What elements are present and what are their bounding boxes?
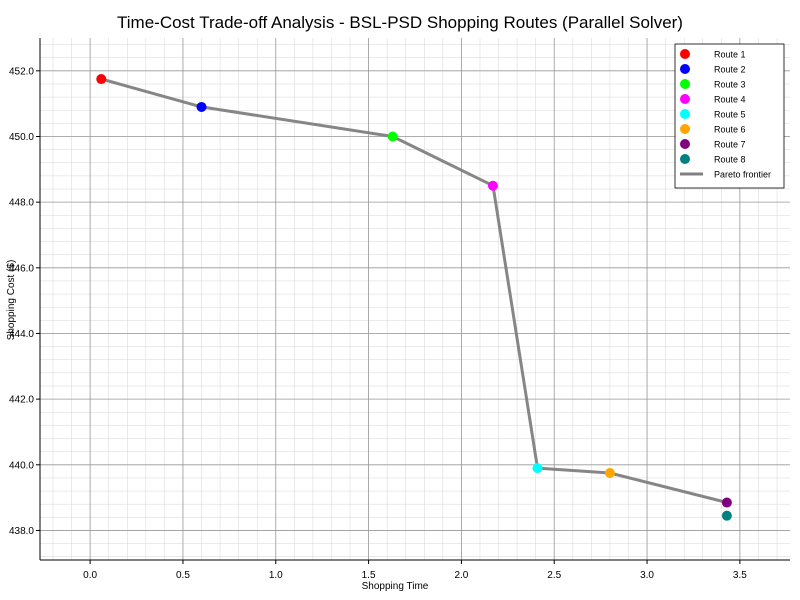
pareto-frontier-layer xyxy=(100,77,728,504)
axes xyxy=(39,38,790,561)
y-tick-label: 450.0 xyxy=(9,132,34,143)
route-point-1 xyxy=(96,74,107,85)
x-tick-label: 3.0 xyxy=(640,570,654,581)
x-tick-label: 1.0 xyxy=(269,570,283,581)
x-tick-label: 0.5 xyxy=(176,570,190,581)
legend-label-route-1: Route 1 xyxy=(714,50,746,60)
x-tick-label: 3.5 xyxy=(733,570,747,581)
legend-marker-route-4 xyxy=(680,94,690,104)
y-axis-label: Shopping Cost ($) xyxy=(6,260,17,341)
y-tick-label: 446.0 xyxy=(9,263,34,274)
x-tick-label: 0.0 xyxy=(83,570,97,581)
legend-marker-route-1 xyxy=(680,49,690,59)
x-axis-label: Shopping Time xyxy=(362,581,429,592)
legend-marker-route-8 xyxy=(680,154,690,164)
legend-marker-route-7 xyxy=(680,139,690,149)
route-point-2 xyxy=(196,101,207,112)
route-point-4 xyxy=(487,180,498,191)
legend-label-route-7: Route 7 xyxy=(714,140,746,150)
legend-label-route-3: Route 3 xyxy=(714,80,746,90)
y-tick-label: 448.0 xyxy=(9,198,34,209)
route-point-3 xyxy=(387,131,398,142)
y-tick-label: 438.0 xyxy=(9,526,34,537)
legend-label-route-4: Route 4 xyxy=(714,95,746,105)
route-point-6 xyxy=(604,468,615,478)
y-tick-label: 440.0 xyxy=(9,460,34,471)
legend-marker-route-5 xyxy=(680,109,690,119)
legend-label-route-5: Route 5 xyxy=(714,110,746,120)
legend-marker-route-2 xyxy=(680,64,690,74)
y-tick-label: 444.0 xyxy=(9,329,34,340)
route-point-8 xyxy=(721,510,732,521)
legend-box xyxy=(674,43,785,189)
y-tick-label: 442.0 xyxy=(9,395,34,406)
x-tick-label: 2.0 xyxy=(454,570,468,581)
pareto-frontier-line xyxy=(100,77,728,504)
x-tick-label: 1.5 xyxy=(362,570,376,581)
legend-label-route-6: Route 6 xyxy=(714,125,746,135)
legend-marker-route-3 xyxy=(680,79,690,89)
x-tick-label: 2.5 xyxy=(547,570,561,581)
route-point-5 xyxy=(532,463,543,474)
major-grid xyxy=(40,38,790,560)
legend-label-pareto-frontier: Pareto frontier xyxy=(714,170,771,180)
x-ticks: 0.0 0.5 1.0 1.5 2.0 2.5 3.0 3.5 xyxy=(83,560,747,581)
legend-label-route-2: Route 2 xyxy=(714,65,746,75)
chart-title: Time-Cost Trade-off Analysis - BSL-PSD S… xyxy=(117,13,683,32)
y-ticks: 438.0 440.0 442.0 444.0 446.0 448.0 450.0 452.0 xyxy=(9,66,40,537)
route-point-7 xyxy=(721,497,732,508)
legend: Route 1 Route 2 Route 3 Route 4 Route 5 Route… xyxy=(674,43,785,189)
legend-marker-route-6 xyxy=(680,124,690,134)
points-layer xyxy=(96,74,732,521)
legend-label-route-8: Route 8 xyxy=(714,155,746,165)
y-tick-label: 452.0 xyxy=(9,66,34,77)
